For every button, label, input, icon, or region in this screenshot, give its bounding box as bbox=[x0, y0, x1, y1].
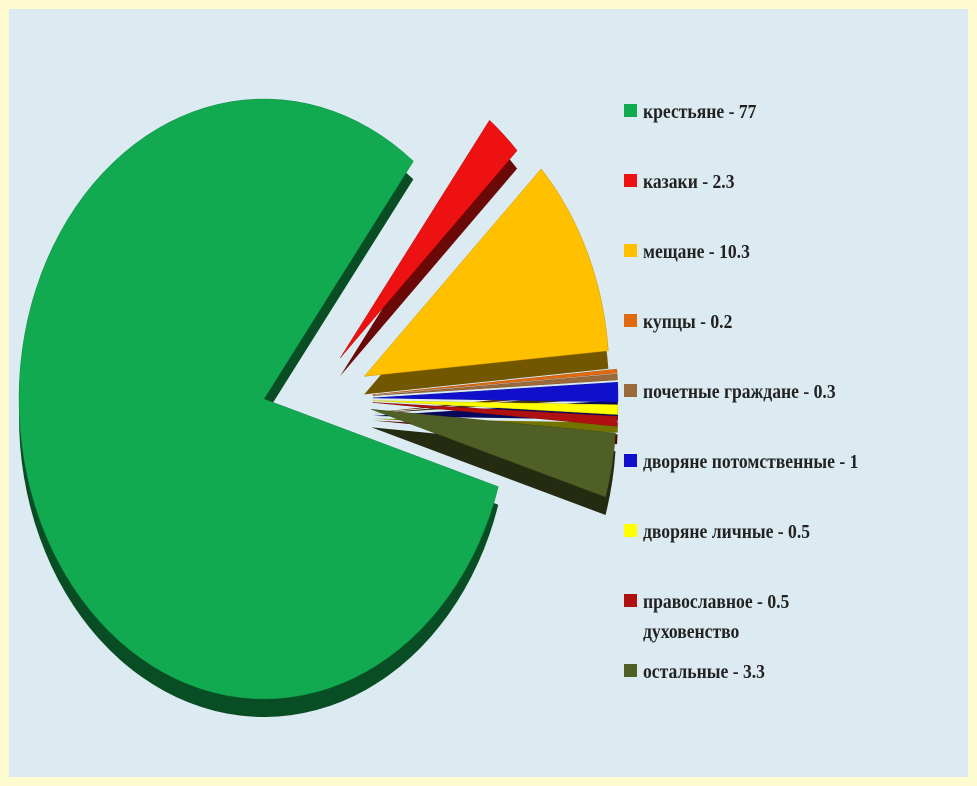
legend-label: казаки - 2.3 bbox=[643, 171, 735, 193]
pie-slice-казаки bbox=[339, 119, 518, 359]
legend-swatch bbox=[624, 174, 637, 187]
legend-swatch bbox=[624, 454, 637, 467]
pie-slice-дворяне-личные bbox=[372, 400, 619, 415]
legend-label: мещане - 10.3 bbox=[643, 241, 750, 263]
legend-item-крестьяне: крестьяне - 77 bbox=[624, 97, 772, 127]
legend-swatch bbox=[624, 314, 637, 327]
pie-slice-остальные bbox=[371, 409, 616, 498]
legend-item-казаки: казаки - 2.3 bbox=[624, 167, 747, 197]
legend-label: купцы - 0.2 bbox=[643, 311, 733, 333]
legend-item-купцы: купцы - 0.2 bbox=[624, 307, 745, 337]
legend-swatch bbox=[624, 524, 637, 537]
legend-item-дворяне-личные: дворяне личные - 0.5 bbox=[624, 517, 833, 547]
chart-background: крестьяне - 77 казаки - 2.3 мещане - 10.3 к… bbox=[9, 9, 968, 777]
legend-item-православное-духовенство: православное - 0.5 духовенство bbox=[624, 587, 809, 647]
legend-item-остальные: остальные - 3.3 bbox=[624, 657, 782, 687]
pie-slice-мещане bbox=[363, 168, 609, 377]
pie-slice-купцы bbox=[372, 368, 618, 395]
legend-item-почетные-граждане: почетные граждане - 0.3 bbox=[624, 377, 862, 407]
pie-slice-дворяне-потомственные bbox=[372, 381, 619, 403]
legend-label: крестьяне - 77 bbox=[643, 101, 757, 123]
legend-swatch bbox=[624, 594, 637, 607]
legend-label: почетные граждане - 0.3 bbox=[643, 381, 836, 403]
legend-swatch bbox=[624, 104, 637, 117]
legend-swatch bbox=[624, 664, 637, 677]
legend-swatch bbox=[624, 244, 637, 257]
legend-label: православное - 0.5 духовенство bbox=[643, 591, 790, 643]
legend-label: дворяне личные - 0.5 bbox=[643, 521, 811, 543]
legend-label: дворяне потомственные - 1 bbox=[643, 451, 859, 473]
pie-slice-почетные-граждане bbox=[372, 373, 618, 396]
pie-slice-православное-духовенство bbox=[372, 402, 618, 427]
legend-item-мещане: мещане - 10.3 bbox=[624, 237, 764, 267]
legend-item-дворяне-потомственные: дворяне потомственные - 1 bbox=[624, 447, 888, 477]
pie-slice-крестьяне bbox=[18, 98, 499, 700]
legend-label: остальные - 3.3 bbox=[643, 661, 765, 683]
pie-chart bbox=[18, 98, 619, 717]
legend-swatch bbox=[624, 384, 637, 397]
